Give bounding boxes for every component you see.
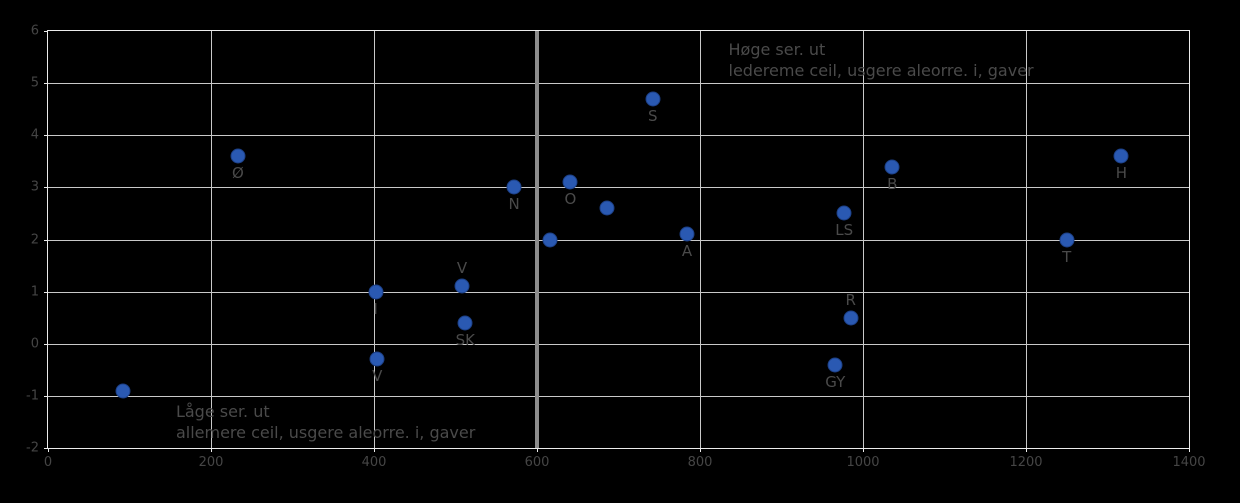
- data-point: [679, 226, 695, 242]
- y-tick-label: 5: [30, 75, 39, 91]
- y-tick-mark: [44, 448, 48, 449]
- quadrant-annotation: Låge ser. ut allemere ceil, usgere aleorr…: [176, 401, 475, 443]
- point-label: I: [373, 299, 378, 318]
- gridline-horizontal: [48, 239, 1189, 241]
- data-point: [827, 357, 843, 373]
- annotation-line: allemere ceil, usgere aleorre. i, gaver: [175, 423, 476, 443]
- y-tick-mark: [44, 31, 48, 32]
- point-label: T: [1062, 247, 1072, 266]
- y-tick-mark: [44, 239, 48, 241]
- y-tick-label: 4: [30, 127, 39, 143]
- data-point: [542, 232, 558, 247]
- x-tick-mark: [1026, 448, 1027, 452]
- x-tick-label: 600: [524, 455, 550, 470]
- data-point: [454, 278, 470, 294]
- gridline-horizontal: [48, 343, 1189, 345]
- x-tick-mark: [1189, 448, 1190, 452]
- x-tick-mark: [374, 448, 375, 452]
- point-label: R: [845, 290, 856, 309]
- y-tick-label: -1: [26, 388, 39, 404]
- data-point: [230, 148, 246, 164]
- x-tick-label: 1400: [1172, 455, 1206, 470]
- y-tick-label: 2: [30, 232, 39, 247]
- gridline-horizontal: [48, 187, 1189, 189]
- data-point: [599, 200, 615, 216]
- y-tick-mark: [44, 83, 48, 85]
- data-point: [562, 174, 578, 190]
- x-tick-label: 1200: [1009, 455, 1043, 470]
- y-tick-label: 6: [30, 23, 39, 39]
- gridline-horizontal: [48, 291, 1189, 293]
- x-tick-mark: [700, 448, 701, 452]
- data-point: [645, 91, 661, 107]
- x-tick-mark: [863, 448, 864, 452]
- y-tick-mark: [44, 187, 48, 189]
- x-tick-label: 400: [361, 455, 387, 470]
- x-tick-label: 200: [198, 455, 224, 470]
- point-label: LS: [835, 221, 854, 240]
- quadrant-annotation: Høge ser. ut ledereme ceil, usgere aleorr…: [729, 39, 1034, 81]
- reference-line-vertical: [535, 31, 539, 448]
- data-point: [506, 179, 522, 195]
- point-label: S: [647, 106, 658, 125]
- point-label: GY: [825, 372, 846, 391]
- x-tick-label: 800: [687, 455, 713, 470]
- annotation-line: ledereme ceil, usgere aleorre. i, gaver: [728, 60, 1034, 80]
- point-label: Ø: [231, 164, 244, 183]
- point-label: O: [564, 190, 577, 209]
- point-label: A: [681, 242, 693, 261]
- data-point: [1059, 232, 1075, 247]
- data-point: [836, 205, 852, 221]
- point-label: N: [508, 195, 520, 214]
- point-label: V: [372, 367, 383, 386]
- gridline-horizontal: [48, 83, 1189, 85]
- y-tick-mark: [44, 135, 48, 137]
- y-tick-label: 1: [30, 284, 39, 300]
- x-tick-label: 1000: [846, 455, 880, 470]
- data-point: [884, 159, 900, 175]
- data-point: [1113, 148, 1129, 164]
- data-point: [115, 383, 131, 399]
- y-tick-label: 3: [30, 179, 39, 195]
- x-tick-label: 0: [43, 455, 53, 470]
- x-tick-mark: [48, 448, 49, 452]
- point-label: V: [456, 259, 468, 278]
- y-tick-mark: [44, 395, 48, 397]
- gridline-horizontal: [48, 395, 1189, 397]
- point-label: SK: [455, 330, 475, 349]
- data-point: [369, 351, 385, 367]
- y-tick-label: -2: [26, 440, 39, 456]
- annotation-line: Låge ser. ut: [175, 402, 270, 422]
- gridline-horizontal: [48, 135, 1189, 137]
- data-point: [368, 284, 384, 300]
- point-label: H: [1115, 164, 1127, 183]
- x-tick-mark: [537, 448, 538, 452]
- data-point: [843, 310, 859, 326]
- y-tick-label: 0: [30, 336, 39, 352]
- x-tick-mark: [211, 448, 212, 452]
- y-tick-mark: [44, 343, 48, 345]
- annotation-line: Høge ser. ut: [728, 39, 826, 59]
- data-point: [457, 315, 473, 331]
- point-label: B: [887, 174, 898, 193]
- y-tick-mark: [44, 291, 48, 293]
- plot-area: 0 200 400 600 800 1000 1200 1400 6 5 4 3 2 1 0 -1 -2 Ø I V V…: [26, 24, 1206, 471]
